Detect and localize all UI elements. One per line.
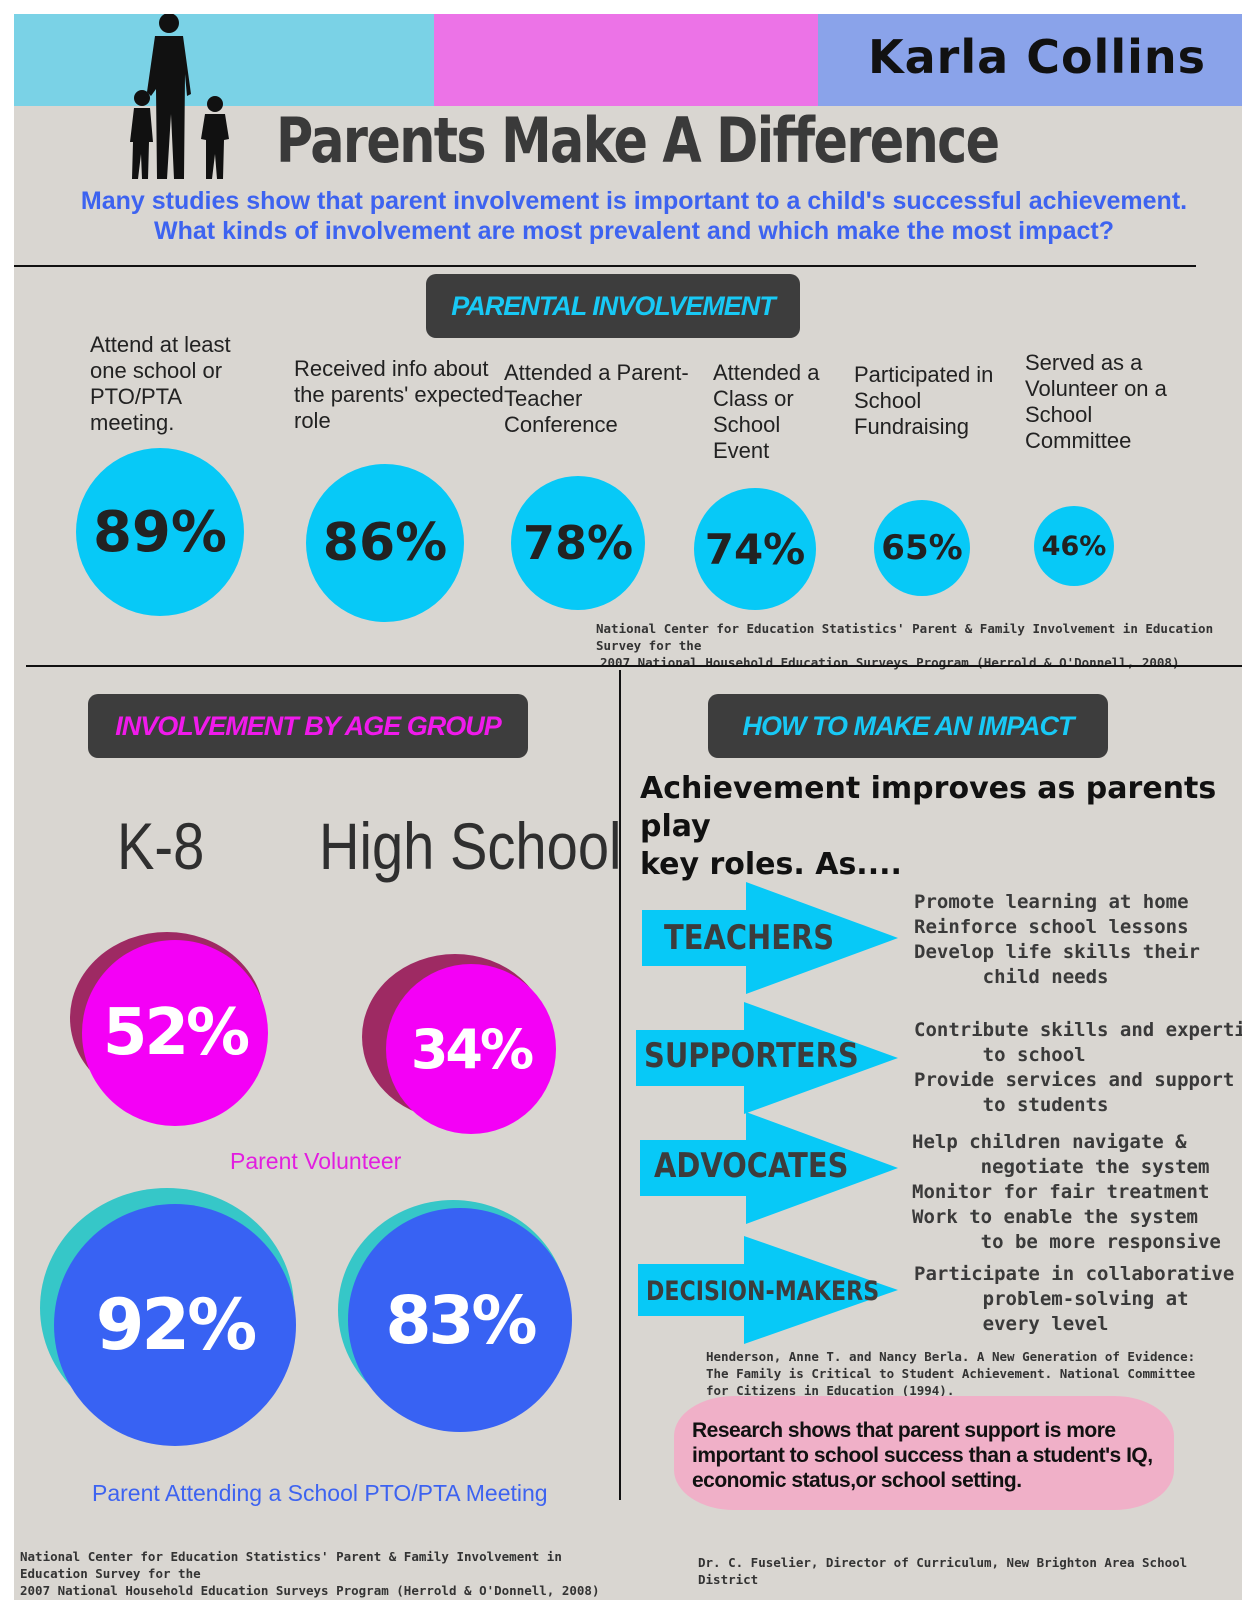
k8-heading: K-8 [117, 809, 205, 883]
pto-hs-circle: 83% [348, 1208, 572, 1432]
stat-label-1: Attend at least one school or PTO/PTA me… [90, 332, 231, 435]
stat-circle-4: 74% [694, 488, 816, 610]
page-title: Parents Make A Difference [276, 104, 1000, 177]
parental-citation: National Center for Education Statistics… [596, 620, 1236, 671]
header-band-pink [434, 14, 818, 106]
role-advocates-text: Help children navigate & negotiate the s… [912, 1131, 1221, 1253]
divider-top [14, 265, 1196, 267]
stat-label-6: Served as a Volunteer on a School Commit… [1025, 350, 1167, 453]
role-supporters-label: SUPPORTERS [644, 1036, 859, 1076]
divider-middle [26, 665, 1242, 667]
divider-vertical [619, 670, 621, 1500]
role-decision-makers-label: DECISION-MAKERS [646, 1276, 880, 1307]
stat-circle-2: 86% [306, 464, 464, 622]
impact-citation-line-2: The Family is Critical to Student Achiev… [706, 1366, 1196, 1381]
parental-citation-line-2: 2007 National Household Education Survey… [600, 655, 1180, 670]
decision-makers-arrow-icon [638, 1236, 898, 1344]
quote-credit: Dr. C. Fuselier, Director of Curriculum,… [698, 1555, 1188, 1587]
age-citation: National Center for Education Statistics… [20, 1548, 620, 1599]
stat-label-4: Attended a Class or School Event [713, 360, 820, 463]
supporters-arrow-icon [636, 1002, 898, 1114]
stat-label-2: Received info about the parents' expecte… [294, 356, 504, 433]
role-advocates-label: ADVOCATES [654, 1146, 849, 1186]
stat-circle-1: 89% [76, 448, 244, 616]
research-callout: Research shows that parent support is mo… [674, 1396, 1174, 1510]
family-silhouette-icon [130, 14, 229, 179]
stat-label-5: Participated in School Fundraising [854, 362, 994, 439]
age-citation-line-2: 2007 National Household Education Survey… [20, 1583, 600, 1598]
volunteer-k8-circle: 52% [82, 940, 268, 1126]
volunteer-caption: Parent Volunteer [230, 1148, 402, 1174]
pto-k8-circle: 92% [54, 1204, 296, 1446]
teachers-arrow-icon [642, 882, 898, 994]
stat-circle-3: 78% [511, 476, 645, 610]
infographic-page: Karla Collins Parents Make A Difference … [14, 14, 1242, 1600]
impact-citation-line-1: Henderson, Anne T. and Nancy Berla. A Ne… [706, 1349, 1196, 1364]
volunteer-hs-circle: 34% [386, 964, 556, 1134]
subtitle-line-2: What kinds of involvement are most preva… [154, 217, 1114, 245]
pto-caption: Parent Attending a School PTO/PTA Meetin… [92, 1480, 548, 1506]
age-citation-line-1: National Center for Education Statistics… [20, 1549, 562, 1581]
header-band-cyan [14, 14, 434, 106]
author-name: Karla Collins [868, 30, 1206, 84]
parental-citation-line-1: National Center for Education Statistics… [596, 621, 1214, 653]
subtitle-line-1: Many studies show that parent involvemen… [80, 187, 1188, 215]
impact-intro-line-2: key roles. As.... [640, 847, 902, 882]
high-school-heading: High School [319, 809, 622, 883]
subtitle: Many studies show that parent involvemen… [34, 186, 1234, 246]
header-band-blue [818, 14, 1242, 106]
role-teachers-label: TEACHERS [664, 918, 835, 958]
age-group-heading: INVOLVEMENT BY AGE GROUP [88, 694, 528, 758]
advocates-arrow-icon [640, 1112, 898, 1224]
role-teachers-text: Promote learning at home Reinforce schoo… [914, 891, 1200, 988]
impact-intro-line-1: Achievement improves as parents play [640, 771, 1217, 844]
impact-citation-line-3: for Citizens in Education (1994). [706, 1383, 955, 1398]
impact-heading: HOW TO MAKE AN IMPACT [708, 694, 1108, 758]
role-supporters-text: Contribute skills and expertise to schoo… [914, 1019, 1242, 1116]
impact-citation: Henderson, Anne T. and Nancy Berla. A Ne… [706, 1348, 1226, 1399]
parental-involvement-heading: PARENTAL INVOLVEMENT [426, 274, 800, 338]
impact-intro: Achievement improves as parents play key… [640, 770, 1230, 884]
stat-label-3: Attended a Parent-Teacher Conference [504, 360, 689, 437]
stat-circle-5: 65% [874, 500, 970, 596]
role-decision-makers-text: Participate in collaborative problem-sol… [914, 1263, 1235, 1335]
stat-circle-6: 46% [1034, 506, 1114, 586]
